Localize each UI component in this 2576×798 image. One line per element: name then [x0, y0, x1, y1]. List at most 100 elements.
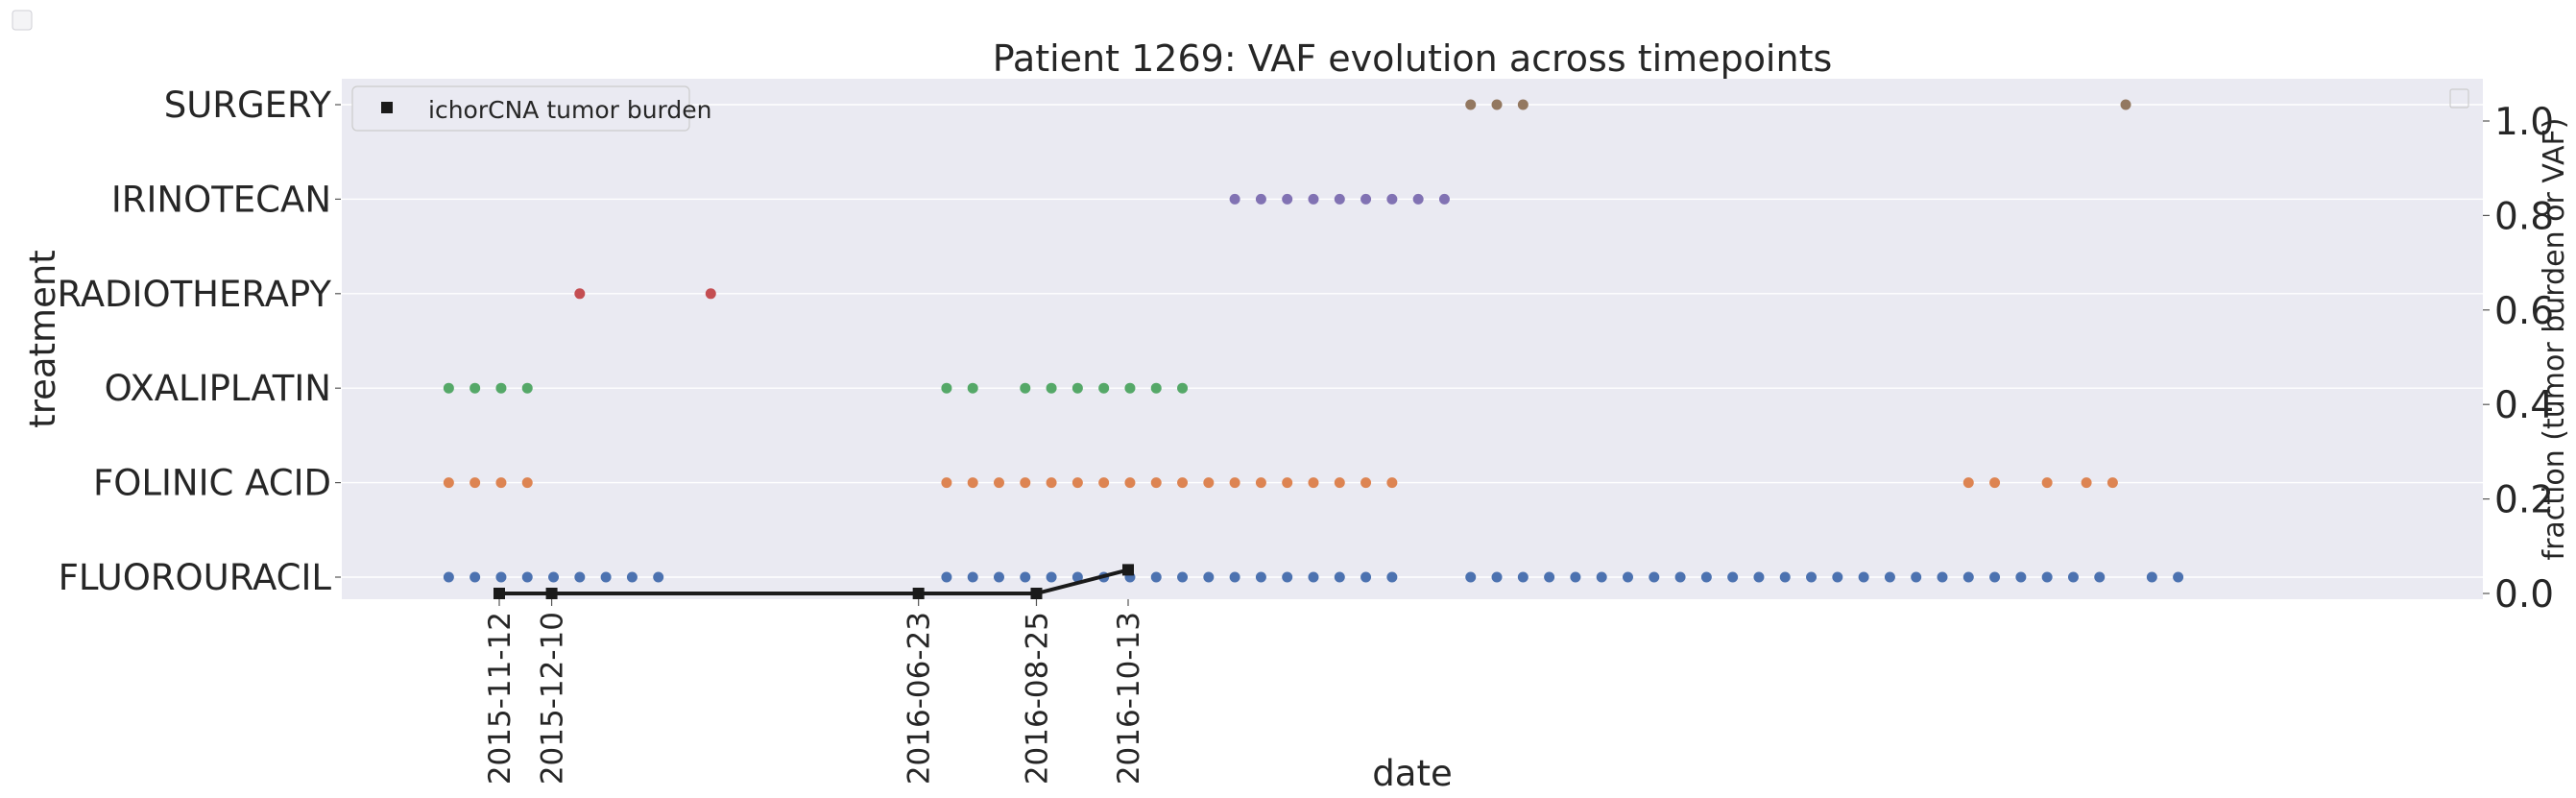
- treatment-point: [1046, 382, 1057, 394]
- treatment-point: [1412, 193, 1424, 205]
- treatment-point: [1884, 571, 1895, 583]
- treatment-point: [443, 477, 454, 489]
- treatment-point: [1150, 571, 1162, 583]
- treatment-point: [2041, 477, 2053, 489]
- x-axis-label: date: [1372, 753, 1452, 794]
- chart-title: Patient 1269: VAF evolution across timep…: [993, 37, 1833, 80]
- treatment-point: [1255, 571, 1266, 583]
- tumor-burden-point: [912, 588, 925, 599]
- x-tick-label: 2015-12-10: [536, 612, 570, 785]
- treatment-point: [1989, 477, 2001, 489]
- left-tick-label: OXALIPLATIN: [105, 368, 331, 409]
- treatment-point: [1282, 571, 1293, 583]
- legend-marker: [381, 102, 393, 113]
- treatment-point: [1386, 193, 1398, 205]
- treatment-point: [1071, 382, 1083, 394]
- treatment-point: [1517, 99, 1529, 110]
- treatment-point: [1622, 571, 1633, 583]
- left-axis: FLUOROURACIL FOLINIC ACID OXALIPLATIN RADIO…: [58, 85, 341, 598]
- treatment-point: [2067, 571, 2079, 583]
- treatment-point: [705, 288, 716, 300]
- treatment-point: [600, 571, 612, 583]
- treatment-point: [1360, 193, 1372, 205]
- treatment-point: [1229, 571, 1240, 583]
- legend-label: ichorCNA tumor burden: [428, 96, 711, 124]
- treatment-point: [1334, 477, 1345, 489]
- treatment-point: [1255, 193, 1266, 205]
- treatment-point: [1962, 571, 1974, 583]
- treatment-point: [1098, 382, 1110, 394]
- treatment-point: [443, 571, 454, 583]
- treatment-point: [1858, 571, 1869, 583]
- treatment-point: [1465, 99, 1477, 110]
- treatment-point: [1962, 477, 1974, 489]
- treatment-point: [1150, 382, 1162, 394]
- right-axis-label: fraction (tumor burden or VAF): [2538, 118, 2571, 561]
- left-tick-label: RADIOTHERAPY: [58, 274, 332, 315]
- corner-checkbox[interactable]: [12, 10, 33, 31]
- treatment-point: [1334, 193, 1345, 205]
- x-tick-label: 2016-06-23: [903, 612, 937, 785]
- treatment-point: [2094, 571, 2106, 583]
- treatment-point: [2146, 571, 2157, 583]
- treatment-point: [1229, 193, 1240, 205]
- treatment-point: [521, 571, 533, 583]
- right-tick-label: 0.6: [2494, 290, 2554, 333]
- treatment-point: [1753, 571, 1765, 583]
- x-axis: 2015-11-12 2015-12-10 2016-06-23 2016-08-25…: [483, 599, 1146, 785]
- treatment-point: [2107, 477, 2118, 489]
- treatment-point: [1308, 477, 1319, 489]
- treatment-point: [1124, 382, 1136, 394]
- treatment-point: [1649, 571, 1660, 583]
- right-tick-label: 0.0: [2494, 573, 2554, 617]
- treatment-point: [1517, 571, 1529, 583]
- treatment-point: [1046, 477, 1057, 489]
- right-tick-label: 0.4: [2494, 384, 2554, 427]
- treatment-point: [1124, 477, 1136, 489]
- treatment-point: [1491, 571, 1503, 583]
- treatment-point: [967, 382, 978, 394]
- left-tick-label: IRINOTECAN: [111, 179, 331, 220]
- treatment-points: [443, 99, 2184, 583]
- treatment-point: [1911, 571, 1922, 583]
- right-axis: 0.0 0.2 0.4 0.6 0.8 1.0: [2483, 101, 2554, 617]
- treatment-point: [993, 477, 1004, 489]
- treatment-point: [1308, 571, 1319, 583]
- treatment-point: [1255, 477, 1266, 489]
- legend: ichorCNA tumor burden: [351, 85, 711, 132]
- treatment-point: [1308, 193, 1319, 205]
- treatment-point: [2173, 571, 2184, 583]
- treatment-point: [1544, 571, 1555, 583]
- treatment-point: [1177, 477, 1189, 489]
- treatment-point: [1046, 571, 1057, 583]
- legend-box: [351, 85, 690, 132]
- left-tick-label: SURGERY: [164, 85, 332, 126]
- treatment-point: [1020, 571, 1031, 583]
- treatment-point: [1229, 477, 1240, 489]
- treatment-point: [2120, 99, 2131, 110]
- treatment-point: [469, 477, 481, 489]
- treatment-point: [469, 382, 481, 394]
- treatment-point: [993, 571, 1004, 583]
- treatment-point: [1700, 571, 1712, 583]
- treatment-point: [1020, 477, 1031, 489]
- treatment-point: [1937, 571, 1948, 583]
- plot-area: [342, 79, 2483, 599]
- right-tick-label: 1.0: [2494, 101, 2554, 144]
- treatment-point: [941, 382, 952, 394]
- treatment-point: [495, 571, 507, 583]
- treatment-point: [1989, 571, 2001, 583]
- treatment-point: [1203, 571, 1215, 583]
- treatment-point: [2081, 477, 2092, 489]
- treatment-point: [521, 382, 533, 394]
- treatment-point: [495, 382, 507, 394]
- treatment-point: [2041, 571, 2053, 583]
- treatment-point: [469, 571, 481, 583]
- treatment-point: [1779, 571, 1791, 583]
- treatment-point: [548, 571, 560, 583]
- treatment-point: [1491, 99, 1503, 110]
- treatment-point: [1674, 571, 1686, 583]
- treatment-point: [443, 382, 454, 394]
- treatment-point: [495, 477, 507, 489]
